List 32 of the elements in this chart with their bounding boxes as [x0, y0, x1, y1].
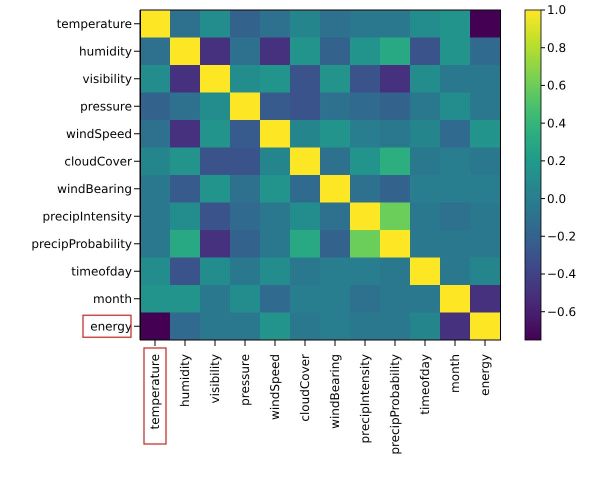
x-tick-label: energy	[478, 354, 492, 396]
y-tick-label: month	[93, 292, 132, 306]
x-tick-label: pressure	[238, 354, 252, 406]
y-tick-label: windSpeed	[66, 127, 132, 142]
y-tick-label: precipIntensity	[42, 210, 132, 224]
x-tick-label: windBearing	[328, 354, 342, 429]
color-bar-label: 0.6	[547, 78, 566, 93]
x-tick-label: month	[448, 354, 462, 393]
color-bar-label: −0.6	[547, 304, 576, 319]
color-bar-label: 1.0	[547, 3, 566, 18]
color-bar-label: 0.0	[547, 192, 566, 206]
y-tick-label: humidity	[79, 44, 132, 59]
color-bar-label: 0.2	[547, 154, 566, 168]
color-bar-label: 0.4	[547, 116, 566, 130]
y-tick-label: temperature	[56, 17, 132, 32]
x-tick-label: windSpeed	[268, 354, 282, 420]
color-bar-label: 0.8	[547, 40, 566, 55]
y-tick-label: visibility	[82, 72, 132, 86]
y-tick-label: windBearing	[57, 182, 132, 196]
x-tick-label: timeofday	[418, 354, 432, 415]
x-tick-label: visibility	[208, 354, 222, 404]
x-tick-label: humidity	[178, 354, 192, 407]
x-tick-label: cloudCover	[298, 354, 312, 422]
x-tick-label: precipProbability	[388, 354, 402, 455]
y-tick-label: energy	[90, 320, 132, 334]
y-tick-label: pressure	[80, 100, 132, 114]
color-bar-label: −0.2	[547, 229, 576, 244]
y-tick-label: timeofday	[71, 264, 132, 279]
color-bar-label: −0.4	[547, 267, 576, 282]
y-tick-label: precipProbability	[31, 237, 132, 252]
x-tick-label: precipIntensity	[358, 354, 372, 444]
y-tick-label: cloudCover	[64, 154, 132, 169]
